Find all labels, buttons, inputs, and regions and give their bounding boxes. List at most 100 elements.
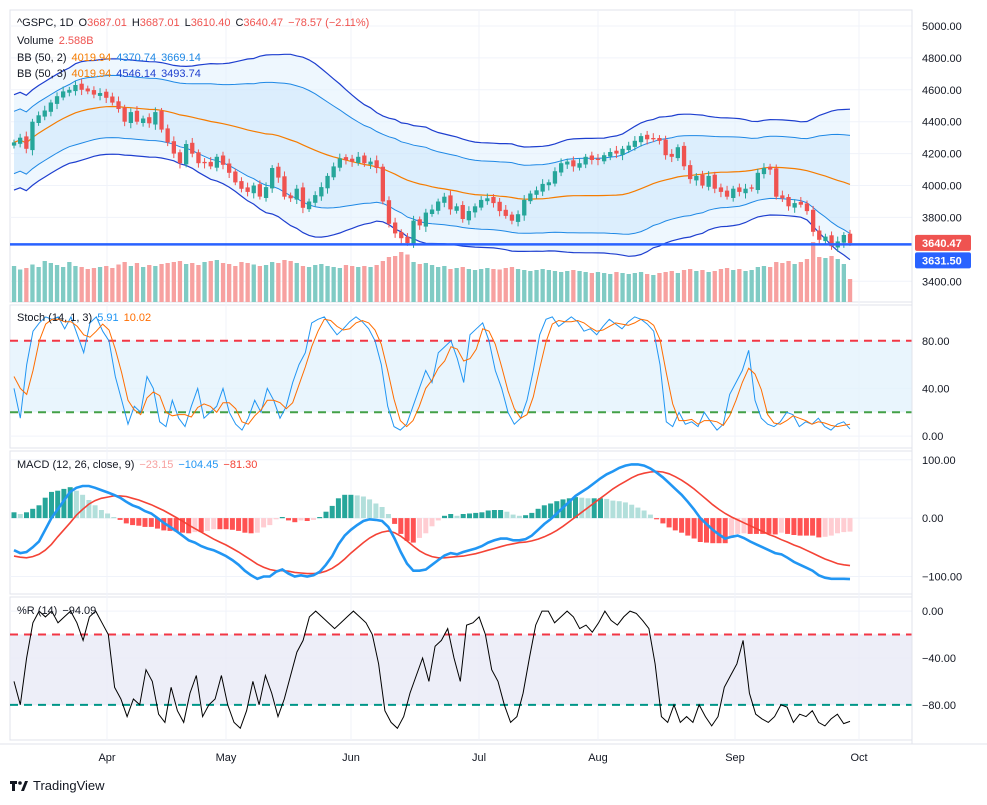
bb2-basis-value: 4019.94	[71, 68, 112, 80]
macd-histogram-bar	[173, 518, 179, 532]
volume-bar	[712, 271, 717, 302]
volume-bar	[134, 263, 140, 302]
volume-bar	[761, 266, 767, 302]
candle-body	[552, 171, 558, 184]
macd-histogram-bar	[635, 507, 641, 519]
macd-histogram-bar	[591, 498, 597, 519]
candle-body	[811, 209, 816, 232]
macd-histogram-bar	[292, 518, 298, 523]
macd-histogram-bar	[273, 518, 279, 520]
x-tick-label: Jun	[342, 752, 360, 764]
macd-histogram-bar	[816, 518, 822, 538]
macd-histogram-bar	[198, 518, 204, 533]
candle-body	[300, 187, 306, 208]
macd-histogram-bar	[828, 518, 834, 536]
volume-bar	[534, 270, 539, 302]
candle-body	[786, 197, 791, 207]
volume-bar	[841, 264, 846, 302]
volume-bar	[263, 265, 269, 302]
volume-bar	[356, 267, 361, 302]
candle-body	[583, 156, 588, 165]
candle-body	[79, 83, 84, 90]
volume-bar	[288, 261, 293, 302]
stoch-tick-label: 0.00	[922, 431, 943, 443]
macd-histogram-bar	[666, 518, 672, 528]
volume-bar	[694, 271, 699, 302]
macd-histogram-bar	[392, 518, 398, 524]
candle-body	[362, 155, 367, 164]
bb-outer-upper-line	[13, 53, 851, 148]
macd-histogram-bar	[323, 511, 329, 519]
candle-body	[454, 206, 459, 211]
macd-histogram-bar	[155, 518, 160, 529]
volume-bar	[91, 268, 97, 302]
bb2-legend: BB (50, 3) 4019.94 4546.14 3493.74	[17, 67, 206, 82]
macd-histogram-bar	[516, 515, 522, 519]
macd-histogram-bar	[61, 488, 67, 519]
macd-histogram-bar	[454, 515, 460, 519]
bb2-lower-value: 3493.74	[161, 68, 201, 80]
volume-bar	[528, 271, 533, 302]
stoch-pane[interactable]	[10, 315, 912, 431]
volume-bar	[608, 274, 613, 302]
price-tick-label: 4400.00	[922, 117, 962, 129]
candle-body	[104, 91, 109, 98]
macd-histogram-bar	[86, 500, 92, 519]
macd-pane[interactable]	[11, 463, 853, 581]
volume-bar	[386, 257, 392, 302]
volume-bar	[688, 269, 693, 302]
candle-body	[515, 214, 521, 222]
macd-histogram-bar	[167, 518, 173, 531]
candle-body	[343, 157, 349, 160]
price-tick-label: 4000.00	[922, 181, 962, 193]
volume-bar	[436, 267, 441, 302]
volume-bar	[817, 257, 822, 302]
macd-histogram-bar	[317, 517, 323, 519]
candle-body	[632, 140, 637, 147]
macd-histogram-bar	[641, 510, 647, 519]
volume-bar	[552, 271, 558, 302]
candle-body	[460, 205, 465, 219]
macd-histogram-bar	[267, 518, 273, 526]
macd-histogram-bar	[598, 498, 603, 519]
williams-r-pane[interactable]	[10, 610, 912, 730]
candle-body	[614, 150, 619, 154]
candle-body	[657, 138, 662, 141]
volume-bar	[11, 266, 17, 302]
bb1-label: BB (50, 2)	[17, 52, 67, 64]
macd-histogram-bar	[304, 518, 310, 521]
macd-histogram-bar	[772, 518, 778, 535]
volume-bar	[79, 267, 84, 302]
macd-histogram-bar	[835, 518, 840, 534]
macd-histogram-bar	[504, 511, 510, 519]
stoch-k-line	[13, 315, 851, 431]
volume-bar	[804, 259, 810, 302]
x-tick-label: Jul	[472, 752, 486, 764]
volume-bar	[755, 267, 760, 302]
volume-label: Volume	[17, 35, 54, 47]
price-tick-label: 3400.00	[922, 276, 962, 288]
macd-histogram-bar	[49, 491, 54, 519]
wr-tick-label: 0.00	[922, 606, 943, 618]
candle-body	[30, 121, 35, 151]
candle-body	[589, 155, 594, 160]
wr-tick-label: −80.00	[922, 700, 956, 712]
candle-body	[380, 166, 385, 202]
price-tick-label: 4800.00	[922, 53, 962, 65]
price-pane[interactable]	[10, 53, 912, 302]
tradingview-footer[interactable]: TradingView	[10, 778, 105, 793]
candle-body	[153, 112, 158, 125]
volume-bar	[153, 266, 158, 302]
macd-histogram-bar	[473, 512, 479, 519]
candle-body	[565, 161, 570, 165]
macd-histogram-bar	[629, 504, 635, 519]
macd-histogram-bar	[491, 510, 497, 519]
macd-histogram-bar	[841, 518, 847, 533]
candle-body	[675, 147, 680, 159]
macd-histogram-bar	[342, 494, 348, 519]
candle-body	[718, 187, 724, 192]
bb2-upper-value: 4546.14	[116, 68, 157, 80]
candle-body	[571, 160, 576, 167]
volume-bar	[171, 262, 176, 302]
